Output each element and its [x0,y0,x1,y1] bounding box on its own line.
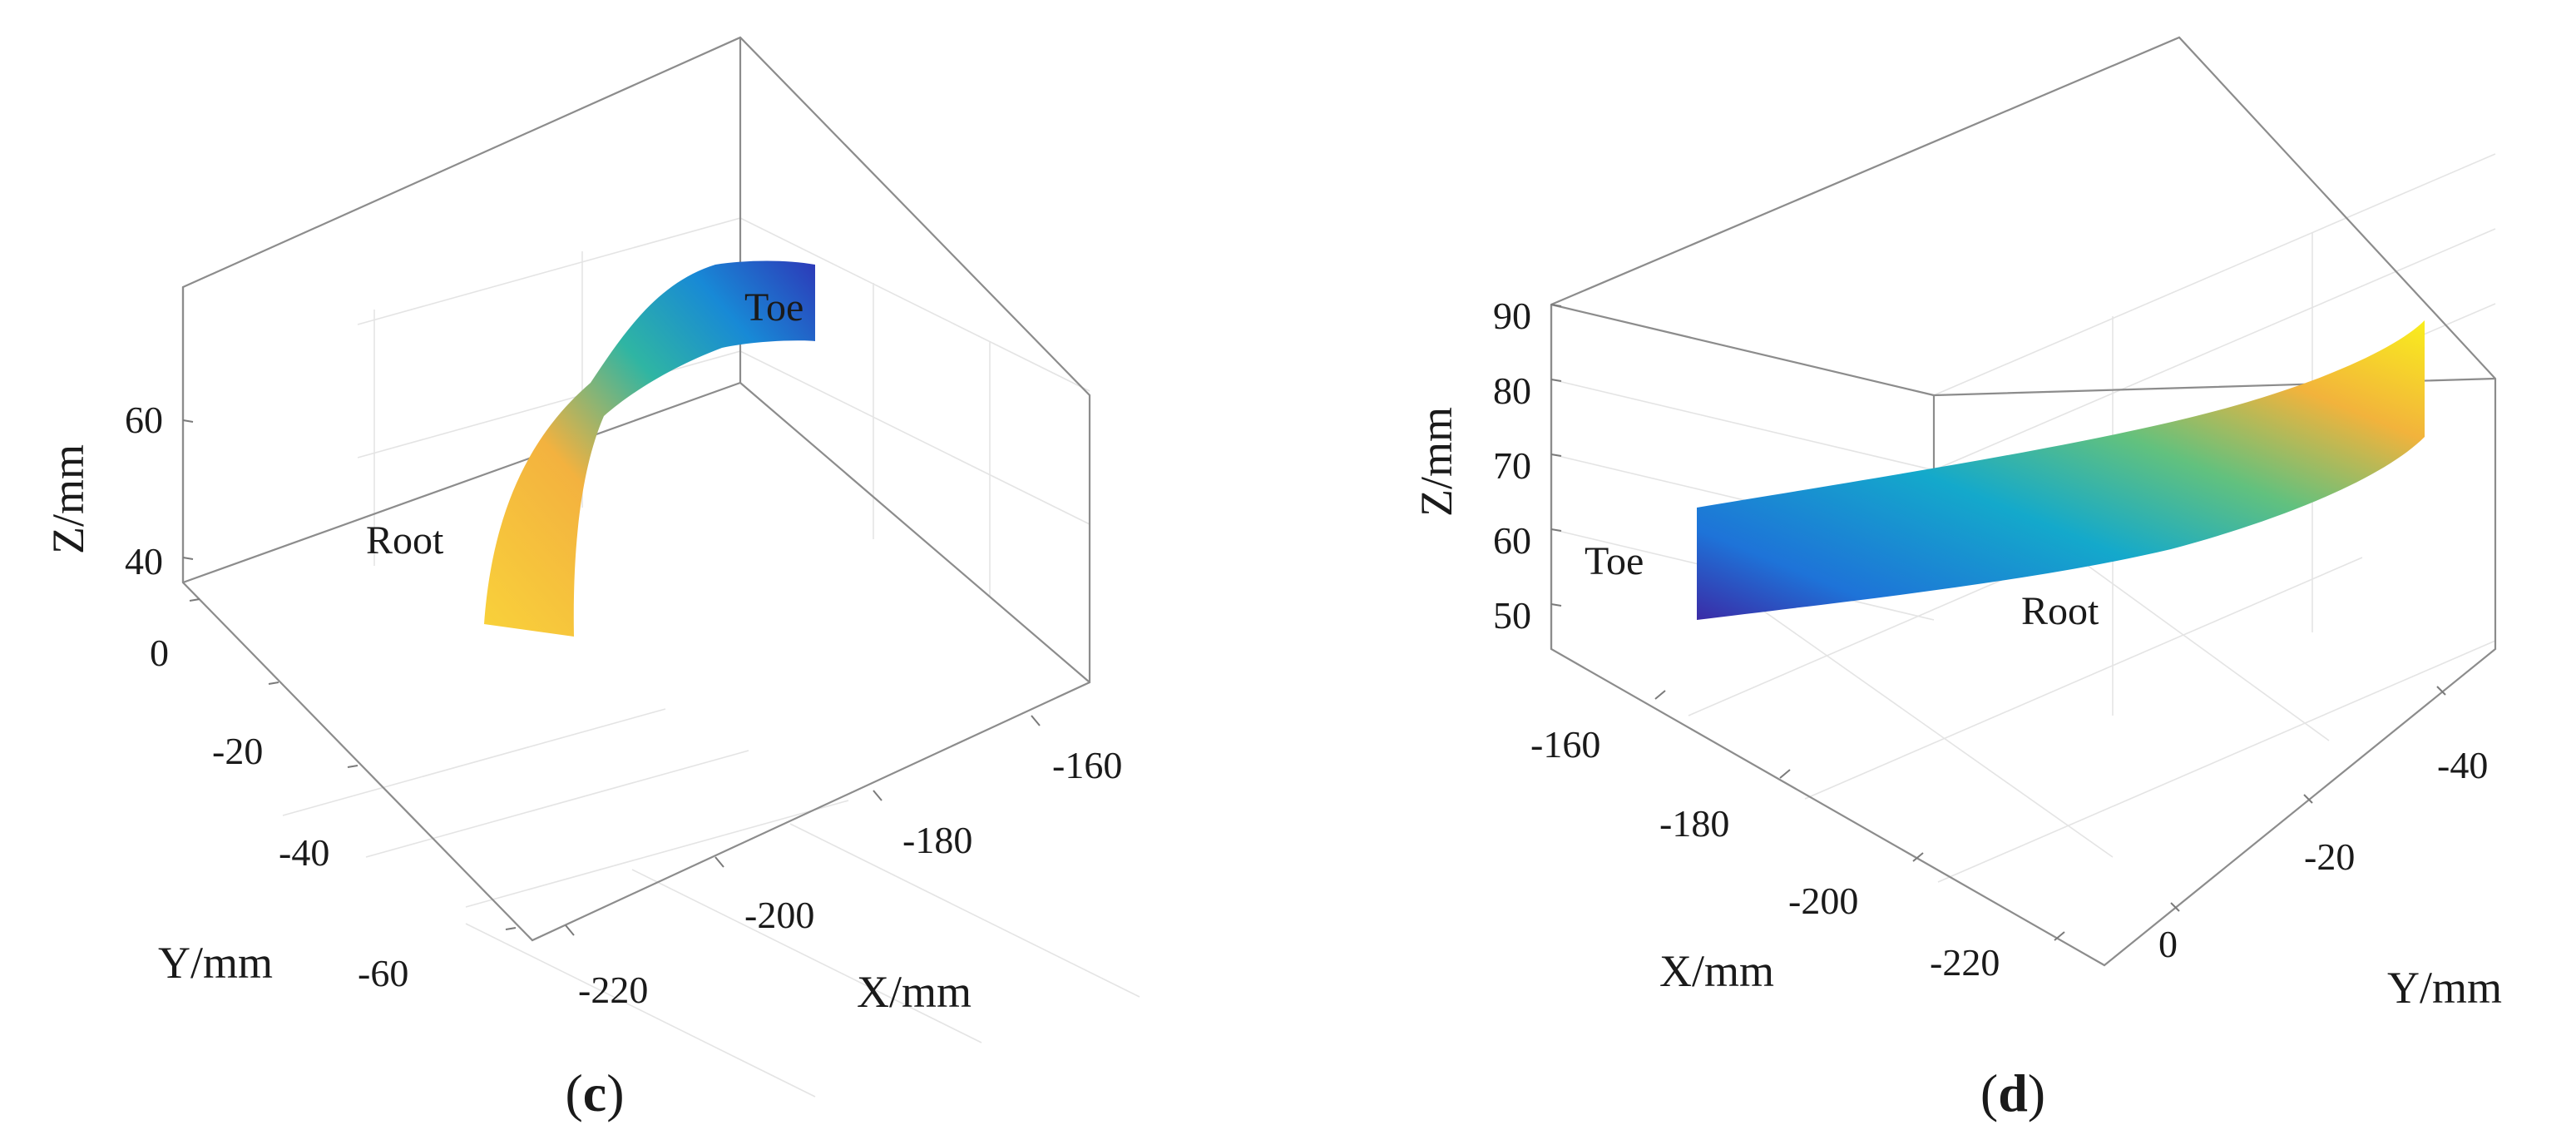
panel-c-axes-box [181,36,1091,942]
panel-d-x-axis-label: X/mm [1659,946,1774,996]
panel-d-tickmarks [1550,304,2446,941]
panel-c-z-tick: 60 [125,399,163,441]
panel-c-annotation-root: Root [366,518,444,563]
panel-d-z-tick: 90 [1493,295,1531,337]
panel-c-x-axis-label: X/mm [857,967,972,1017]
panel-d-y-tick: -40 [2437,744,2488,786]
panel-c-y-tick: -20 [212,730,263,772]
panel-d-y-axis-label: Y/mm [2387,963,2502,1013]
panel-d-z-axis-label: Z/mm [1412,407,1461,517]
panel-d-annotation-toe: Toe [1585,539,1644,583]
panel-c-annotation-toe: Toe [744,285,803,330]
panel-d: 50 60 70 80 90 -160 -180 -200 -220 0 -20… [1412,36,2502,1123]
panel-c-tickmarks [182,419,1041,936]
panel-d-z-tick: 60 [1493,519,1531,562]
panel-c-surface [484,260,815,637]
panel-c-x-tick: -180 [902,819,972,861]
panel-d-z-tick: 70 [1493,444,1531,487]
panel-c-z-axis-label: Z/mm [43,444,93,554]
panel-c-y-tick: -40 [279,831,329,874]
panel-d-x-tick: -160 [1530,723,1600,766]
panel-d-label: (d) [1980,1063,2045,1123]
panel-c-z-tick: 40 [125,540,163,582]
panel-d-surface [1697,320,2425,620]
panel-c: 40 60 0 -20 -40 -60 -220 -200 -180 -160 … [43,36,1140,1123]
panel-d-z-tick: 80 [1493,369,1531,412]
panel-d-annotation-root: Root [2021,589,2099,633]
panel-c-label: (c) [565,1063,624,1123]
panel-c-x-tick: -200 [744,894,814,936]
panel-d-z-tick: 50 [1493,594,1531,637]
panel-c-y-axis-label: Y/mm [158,938,273,988]
panel-c-y-tick: 0 [150,632,169,674]
panel-d-x-tick: -220 [1930,941,2000,984]
panel-c-y-tick: -60 [358,952,408,994]
panel-d-x-tick: -180 [1659,802,1729,845]
panel-d-x-tick: -200 [1788,880,1858,922]
panel-c-grid [282,217,1140,1098]
panel-c-x-tick: -160 [1052,744,1122,786]
panel-d-y-tick: 0 [2158,923,2178,965]
panel-d-y-tick: -20 [2304,835,2355,878]
panel-c-x-tick: -220 [578,969,648,1011]
